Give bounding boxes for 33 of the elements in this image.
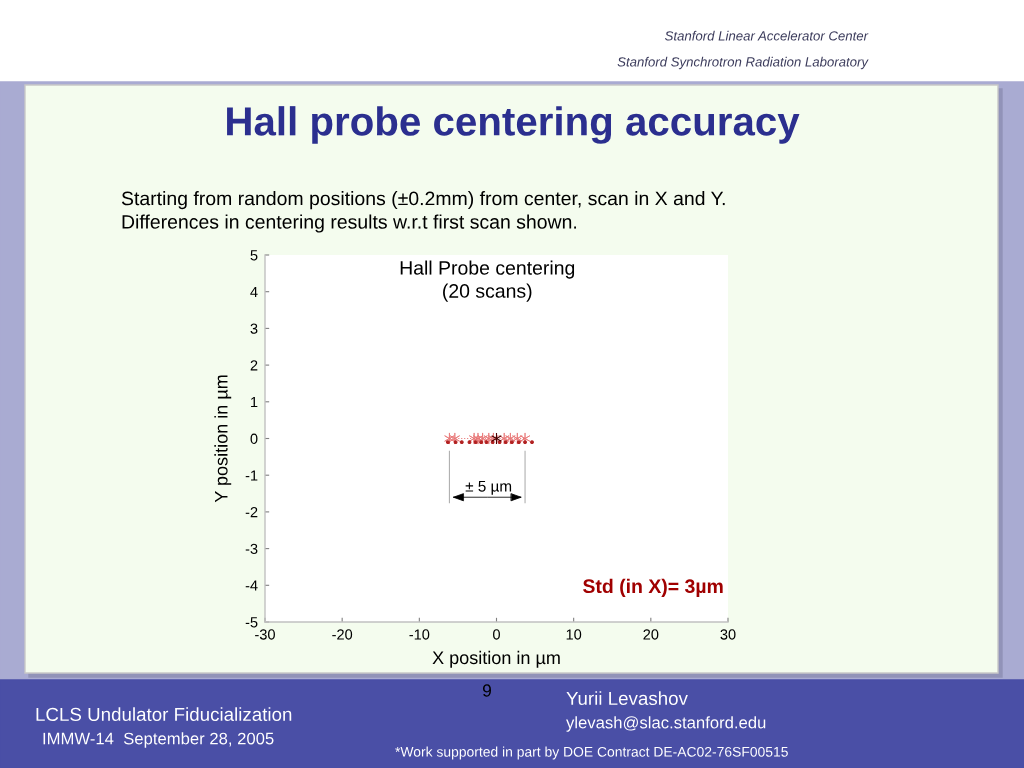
- y-tick-label: 0: [250, 433, 258, 444]
- text: *Work supported in part by DOE Contract DE-AC02-76SF00515: [395, 746, 788, 760]
- x-tick-label: 30: [720, 629, 736, 640]
- text: LCLS Undulator Fiducialization: [36, 707, 292, 722]
- y-tick-label: -5: [245, 617, 258, 628]
- y-tick-label: -1: [245, 470, 258, 481]
- text: Stanford Linear Accelerator Center: [664, 30, 869, 41]
- text: Stanford Synchrotron Radiation Laboratory: [617, 56, 869, 70]
- x-tick-label: -10: [409, 629, 430, 640]
- x-tick-label: -20: [332, 629, 353, 640]
- chart-subtitle: Starting from random positions (±0.2mm) from center, scan in X and Y. Differences in centering results w.r.t first scan shown.: [121, 191, 725, 233]
- chart-title: Hall probe centering accuracy: [227, 106, 800, 144]
- x-tick-label: 10: [566, 629, 582, 640]
- x-tick-label: -30: [255, 629, 275, 640]
- x-tick-label: 0: [493, 629, 500, 640]
- y-tick-label: -3: [245, 543, 258, 555]
- text: ylevash@slac.stanford.edu: [566, 716, 766, 732]
- y-tick-label: -4: [245, 580, 258, 591]
- x-axis-title: X position in µm: [432, 650, 560, 668]
- x-tick-label: 20: [643, 629, 659, 640]
- annotation: Hall Probe centering (20 scans): [400, 260, 575, 302]
- annotation: Std (in X)= 3µm: [583, 578, 723, 597]
- y-tick-label: 3: [250, 323, 258, 334]
- y-axis-title: Y position in µm: [214, 375, 232, 503]
- text: 9: [482, 684, 492, 697]
- y-tick-label: -2: [245, 507, 258, 518]
- y-tick-label: 4: [250, 286, 258, 297]
- y-tick-label: 2: [250, 360, 258, 371]
- text: Yurii Levashov: [566, 691, 688, 706]
- text: IMMW-14 September 28, 2005: [43, 732, 274, 748]
- annotation: ± 5 µm: [465, 480, 512, 495]
- y-tick-label: 1: [251, 397, 258, 408]
- y-tick-label: 5: [250, 250, 258, 261]
